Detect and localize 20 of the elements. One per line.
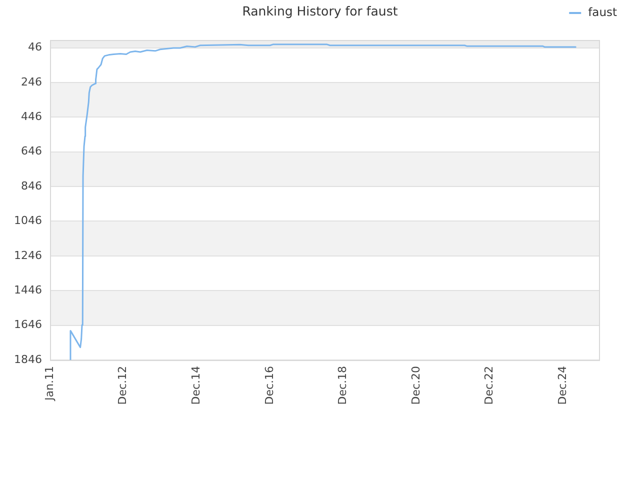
- y-tick-label: 846: [21, 179, 42, 192]
- x-tick-label: Dec.18: [336, 366, 350, 405]
- y-tick-label: 246: [21, 75, 42, 88]
- x-tick-label: Dec.14: [189, 366, 202, 405]
- y-tick-label: 1246: [14, 248, 42, 262]
- x-tick-label: Dec.16: [262, 366, 276, 405]
- y-tick-label: 46: [28, 40, 42, 54]
- y-tick-label: 446: [21, 110, 42, 124]
- x-tick-label: Dec.24: [556, 366, 570, 405]
- y-tick-label: 1646: [14, 318, 42, 332]
- y-tick-label: 1846: [14, 352, 42, 366]
- x-tick-label: Dec.22: [482, 366, 496, 405]
- x-tick-label: Dec.12: [116, 366, 130, 405]
- x-tick-label: Jan.11: [42, 366, 56, 402]
- y-tick-label: 1046: [14, 214, 42, 228]
- y-tick-label: 1446: [14, 283, 42, 296]
- chart-title: Ranking History for faust: [242, 3, 398, 18]
- legend-label: faust: [588, 4, 618, 19]
- x-tick-label: Dec.20: [409, 366, 422, 405]
- y-tick-label: 646: [21, 144, 42, 158]
